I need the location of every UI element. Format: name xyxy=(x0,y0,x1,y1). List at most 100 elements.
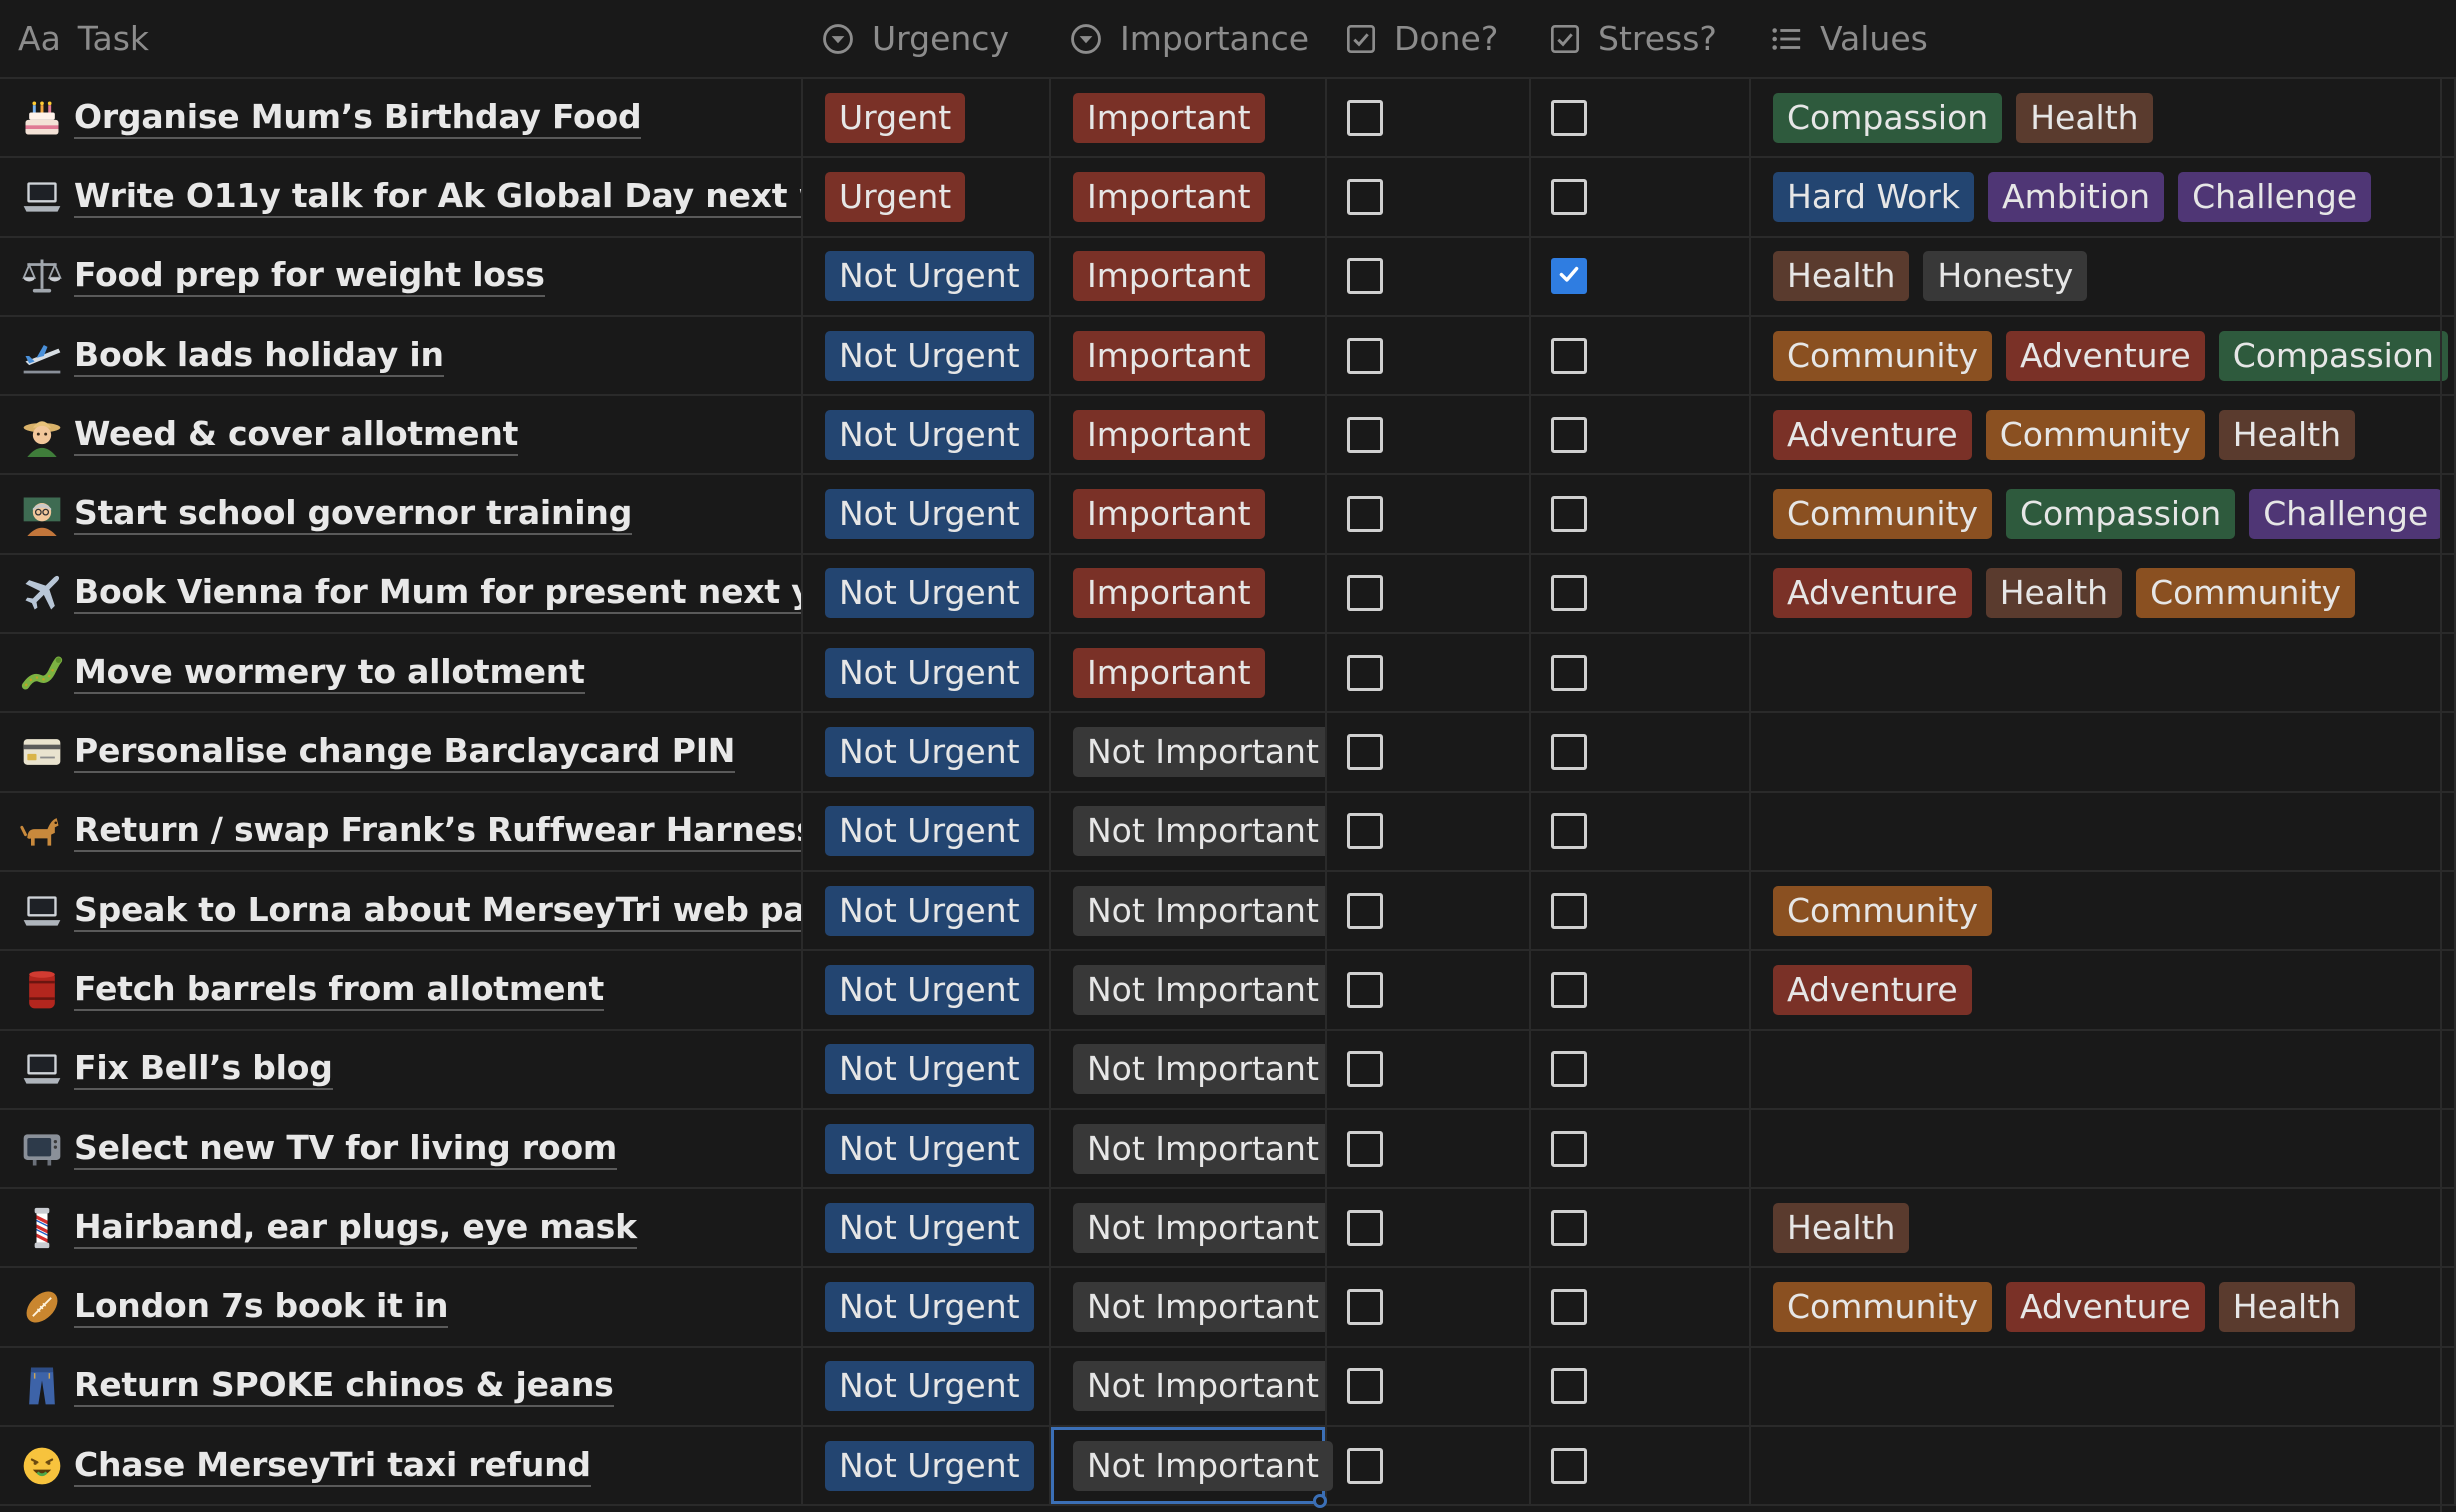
stress-checkbox[interactable] xyxy=(1551,1051,1587,1088)
task-title[interactable]: Book Vienna for Mum for present next yea… xyxy=(74,572,801,615)
task-title[interactable]: Start school governor training xyxy=(74,493,632,536)
task-cell[interactable]: Book lads holiday in xyxy=(0,316,803,397)
done-checkbox[interactable] xyxy=(1347,654,1383,691)
task-title[interactable]: Organise Mum’s Birthday Food xyxy=(74,97,642,139)
urgency-cell[interactable]: Not Urgent xyxy=(803,1030,1051,1110)
importance-cell[interactable]: Not Important xyxy=(1051,871,1327,952)
task-cell[interactable]: Return / swap Frank’s Ruffwear Harness xyxy=(0,792,803,872)
cell-resize-handle[interactable] xyxy=(1313,1494,1327,1509)
task-cell[interactable]: Select new TV for living room xyxy=(0,1109,803,1190)
header-stress[interactable]: Stress? xyxy=(1531,0,1751,79)
importance-cell[interactable]: Not Important xyxy=(1051,713,1327,793)
values-cell[interactable] xyxy=(1751,1109,2456,1190)
done-checkbox[interactable] xyxy=(1347,575,1383,612)
task-cell[interactable]: Start school governor training xyxy=(0,475,803,555)
values-cell[interactable] xyxy=(1751,792,2456,872)
task-title[interactable]: Food prep for weight loss xyxy=(74,255,545,298)
stress-checkbox[interactable] xyxy=(1551,416,1587,453)
task-title[interactable]: Fix Bell’s blog xyxy=(74,1048,333,1091)
stress-checkbox[interactable] xyxy=(1551,1289,1587,1326)
done-checkbox[interactable] xyxy=(1347,1051,1383,1088)
values-cell[interactable]: Health xyxy=(1751,1189,2456,1269)
done-checkbox[interactable] xyxy=(1347,337,1383,374)
urgency-cell[interactable]: Not Urgent xyxy=(803,713,1051,793)
task-title[interactable]: Return SPOKE chinos & jeans xyxy=(74,1365,614,1408)
urgency-cell[interactable]: Not Urgent xyxy=(803,634,1051,714)
task-cell[interactable]: Return SPOKE chinos & jeans xyxy=(0,1347,803,1428)
importance-cell[interactable]: Important xyxy=(1051,634,1327,714)
task-title[interactable]: Fetch barrels from allotment xyxy=(74,969,604,1011)
task-title[interactable]: Hairband, ear plugs, eye mask xyxy=(74,1207,637,1249)
stress-checkbox[interactable] xyxy=(1551,734,1587,771)
header-task[interactable]: Aa Task xyxy=(0,0,803,79)
done-checkbox[interactable] xyxy=(1347,496,1383,533)
stress-checkbox[interactable] xyxy=(1551,654,1587,691)
urgency-cell[interactable]: Not Urgent xyxy=(803,871,1051,952)
importance-cell[interactable]: Important xyxy=(1051,475,1327,555)
header-done[interactable]: Done? xyxy=(1327,0,1531,79)
urgency-cell[interactable]: Urgent xyxy=(803,158,1051,238)
done-checkbox[interactable] xyxy=(1347,258,1383,295)
importance-cell[interactable]: Important xyxy=(1051,79,1327,159)
importance-cell[interactable]: Not Important xyxy=(1051,1268,1327,1348)
done-checkbox[interactable] xyxy=(1347,1368,1383,1405)
values-cell[interactable]: Adventure Health Community xyxy=(1751,554,2456,635)
urgency-cell[interactable]: Urgent xyxy=(803,79,1051,159)
task-cell[interactable]: London 7s book it in xyxy=(0,1268,803,1348)
stress-checkbox[interactable] xyxy=(1551,971,1587,1008)
importance-cell[interactable]: Important xyxy=(1051,554,1327,635)
urgency-cell[interactable]: Not Urgent xyxy=(803,475,1051,555)
task-title[interactable]: Chase MerseyTri taxi refund xyxy=(74,1445,591,1487)
values-cell[interactable]: Community Adventure Compassion xyxy=(1751,316,2456,397)
stress-checkbox[interactable] xyxy=(1551,575,1587,612)
urgency-cell[interactable]: Not Urgent xyxy=(803,1109,1051,1190)
task-cell[interactable]: Fix Bell’s blog xyxy=(0,1030,803,1110)
done-checkbox[interactable] xyxy=(1347,178,1383,215)
task-cell[interactable]: Organise Mum’s Birthday Food xyxy=(0,79,803,159)
importance-cell[interactable]: Important xyxy=(1051,316,1327,397)
done-checkbox[interactable] xyxy=(1347,1130,1383,1167)
task-title[interactable]: Move wormery to allotment xyxy=(74,652,585,694)
importance-cell[interactable]: Not Important xyxy=(1051,951,1327,1031)
stress-checkbox[interactable] xyxy=(1551,258,1587,295)
stress-checkbox[interactable] xyxy=(1551,813,1587,850)
importance-cell[interactable]: Important xyxy=(1051,237,1327,317)
importance-cell[interactable]: Not Important xyxy=(1051,1427,1333,1509)
task-title[interactable]: Return / swap Frank’s Ruffwear Harness xyxy=(74,810,801,853)
done-checkbox[interactable] xyxy=(1347,99,1383,136)
importance-cell[interactable]: Not Important xyxy=(1051,1030,1327,1110)
importance-cell[interactable]: Important xyxy=(1051,158,1327,238)
done-checkbox[interactable] xyxy=(1347,813,1383,850)
importance-cell[interactable]: Not Important xyxy=(1051,1109,1327,1190)
importance-cell[interactable]: Not Important xyxy=(1051,1189,1327,1269)
stress-checkbox[interactable] xyxy=(1551,1130,1587,1167)
urgency-cell[interactable]: Not Urgent xyxy=(803,792,1051,872)
stress-checkbox[interactable] xyxy=(1551,99,1587,136)
values-cell[interactable]: Community Adventure Health xyxy=(1751,1268,2456,1348)
done-checkbox[interactable] xyxy=(1347,734,1383,771)
task-title[interactable]: London 7s book it in xyxy=(74,1286,449,1329)
done-checkbox[interactable] xyxy=(1347,892,1383,929)
task-cell[interactable]: Move wormery to allotment xyxy=(0,634,803,714)
urgency-cell[interactable]: Not Urgent xyxy=(803,554,1051,635)
values-cell[interactable]: Health Honesty xyxy=(1751,237,2456,317)
done-checkbox[interactable] xyxy=(1347,971,1383,1008)
task-title[interactable]: Personalise change Barclaycard PIN xyxy=(74,731,735,774)
stress-checkbox[interactable] xyxy=(1551,496,1587,533)
urgency-cell[interactable]: Not Urgent xyxy=(803,1427,1051,1507)
stress-checkbox[interactable] xyxy=(1551,892,1587,929)
stress-checkbox[interactable] xyxy=(1551,337,1587,374)
values-cell[interactable]: Adventure Community Health xyxy=(1751,396,2456,476)
stress-checkbox[interactable] xyxy=(1551,178,1587,215)
values-cell[interactable]: Community Compassion Challenge xyxy=(1751,475,2456,555)
urgency-cell[interactable]: Not Urgent xyxy=(803,951,1051,1031)
values-cell[interactable]: Adventure xyxy=(1751,951,2456,1031)
values-cell[interactable] xyxy=(1751,1347,2456,1428)
values-cell[interactable]: Hard Work Ambition Challenge xyxy=(1751,158,2456,238)
done-checkbox[interactable] xyxy=(1347,416,1383,453)
values-cell[interactable]: Community xyxy=(1751,871,2456,952)
task-cell[interactable]: Write O11y talk for Ak Global Day next w… xyxy=(0,158,803,238)
urgency-cell[interactable]: Not Urgent xyxy=(803,1189,1051,1269)
urgency-cell[interactable]: Not Urgent xyxy=(803,1268,1051,1348)
values-cell[interactable] xyxy=(1751,713,2456,793)
